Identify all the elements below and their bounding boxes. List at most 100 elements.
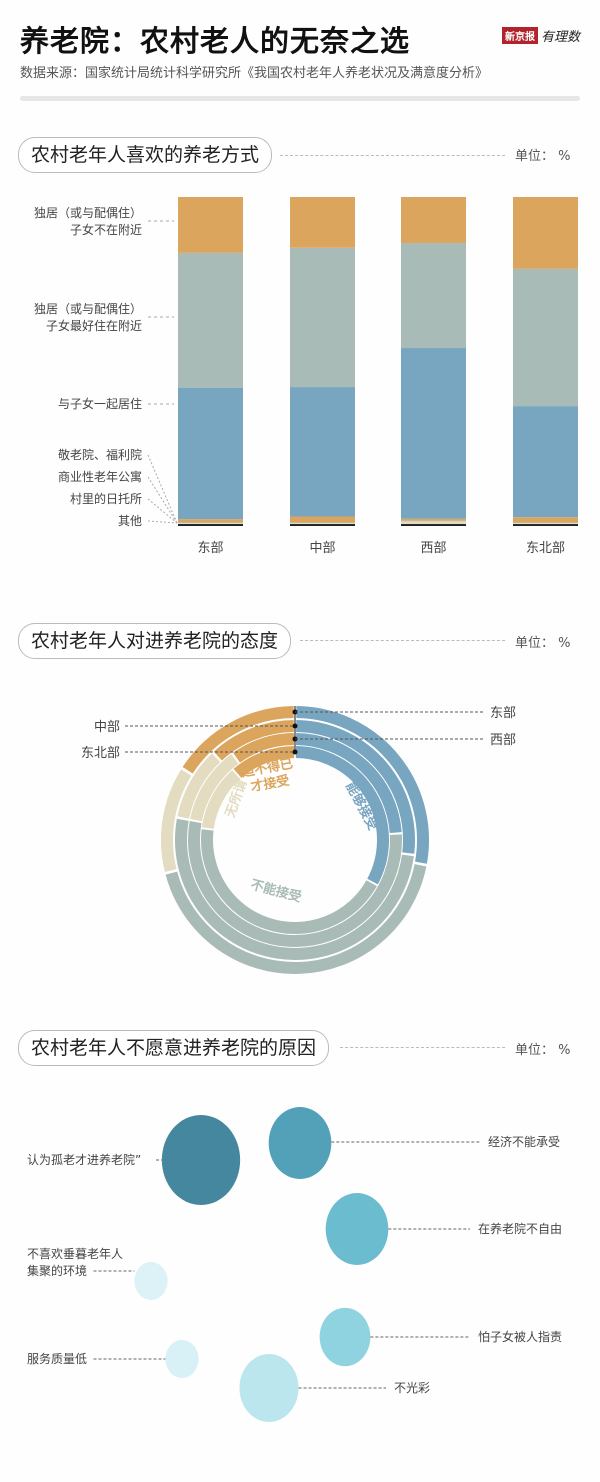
x-tick-label: 西部 bbox=[420, 541, 446, 556]
ring-segment bbox=[295, 746, 389, 885]
series-label: 敬老院、福利院 bbox=[58, 447, 142, 462]
bubble bbox=[268, 1107, 332, 1179]
ring-series-label: 东北部 bbox=[81, 746, 120, 761]
x-tick-label: 东部 bbox=[197, 541, 223, 556]
series-label: 独居（或与配偶住） bbox=[34, 302, 142, 316]
series-label: 子女最好住在附近 bbox=[46, 318, 142, 333]
section-title-ring-chart: 农村老年人对进养老院的态度 bbox=[18, 623, 292, 659]
ring-segment bbox=[188, 821, 402, 947]
bar-segment bbox=[513, 197, 578, 269]
series-label: 与子女一起居住 bbox=[58, 396, 142, 411]
data-source: 数据来源：国家统计局统计科学研究所《我国农村老年人养老状况及满意度分析》 bbox=[20, 66, 489, 81]
section-title-bubble-chart: 农村老年人不愿意进养老院的原因 bbox=[18, 1030, 330, 1066]
bar-segment bbox=[178, 523, 243, 525]
bubble-label: 不光彩 bbox=[394, 1381, 430, 1395]
ring-segment bbox=[233, 733, 295, 763]
bubble bbox=[165, 1339, 199, 1379]
bar-segment bbox=[178, 522, 243, 524]
ring-segment bbox=[295, 733, 402, 834]
bar-segment bbox=[290, 387, 355, 517]
ring-series-label: 中部 bbox=[94, 720, 120, 735]
bar-segment bbox=[178, 524, 243, 526]
ring-segment bbox=[233, 746, 295, 779]
bubble-label: 不喜欢垂暮老年人 bbox=[27, 1246, 123, 1261]
bubble-label: 经济不能承受 bbox=[488, 1134, 560, 1149]
bubble-label: 怕子女被人指责 bbox=[478, 1329, 562, 1344]
bubble bbox=[325, 1193, 389, 1265]
section-divider bbox=[300, 640, 505, 641]
bar-segment bbox=[401, 521, 466, 525]
bubble-label: 在养老院不自由 bbox=[478, 1221, 562, 1236]
bar-segment bbox=[401, 518, 466, 521]
ring-segment bbox=[201, 829, 377, 934]
bar-segment bbox=[513, 524, 578, 526]
bar-segment bbox=[290, 524, 355, 526]
bar-segment bbox=[401, 242, 466, 349]
series-label: 独居（或与配偶住） bbox=[34, 206, 142, 220]
page-title: 养老院：农村老人的无奈之选 bbox=[20, 24, 411, 58]
bubble-label: 集聚的环境 bbox=[27, 1263, 87, 1278]
bar-segment bbox=[513, 517, 578, 523]
bar-segment bbox=[513, 406, 578, 518]
section-divider bbox=[340, 1047, 505, 1048]
bar-segment bbox=[178, 387, 243, 520]
ring-series-label: 东部 bbox=[490, 706, 516, 721]
leader-line bbox=[147, 498, 178, 524]
bar-segment bbox=[290, 523, 355, 525]
bar-segment bbox=[290, 197, 355, 248]
bubble bbox=[239, 1354, 299, 1422]
bubble bbox=[319, 1307, 371, 1367]
section-title-bar-chart: 农村老年人喜欢的养老方式 bbox=[18, 137, 273, 173]
ring-segment bbox=[165, 864, 427, 974]
series-label: 其他 bbox=[118, 514, 142, 528]
ring-category-label: 不能接受 bbox=[249, 877, 303, 906]
bubble-label: 服务质量低 bbox=[27, 1351, 87, 1366]
bar-segment bbox=[401, 348, 466, 519]
unit-label: 单位： % bbox=[515, 636, 571, 651]
ring-segment bbox=[175, 818, 414, 960]
bar-segment bbox=[178, 252, 243, 388]
stacked-bar-chart: 东部 中部 西部 东北部独居（或与配偶住）子女不在附近独居（或与配偶住）子女最好住在附… bbox=[34, 197, 578, 556]
bar-segment bbox=[401, 524, 466, 526]
bar-segment bbox=[290, 522, 355, 524]
bubble-chart: 认为孤老才进养老院” 经济不能承受在养老院不自由不喜欢垂暮老年人集聚的环境怕子女被… bbox=[27, 1107, 562, 1422]
ring-segment bbox=[296, 706, 429, 864]
bubble bbox=[161, 1115, 241, 1205]
series-label: 村里的日托所 bbox=[70, 491, 142, 506]
bar-segment bbox=[513, 268, 578, 407]
logo-brand: 新京报 bbox=[502, 27, 538, 44]
divider bbox=[20, 96, 580, 101]
x-tick-label: 中部 bbox=[309, 541, 335, 556]
logo-column: 有理数 bbox=[541, 30, 581, 45]
leader-line bbox=[147, 520, 178, 524]
unit-label: 单位： % bbox=[515, 1043, 571, 1058]
series-label: 商业性老年公寓 bbox=[58, 469, 142, 484]
leader-line bbox=[147, 454, 178, 524]
bar-segment bbox=[178, 519, 243, 523]
ring-segment bbox=[190, 754, 239, 822]
bubble-label: 认为孤老才进养老院” bbox=[27, 1152, 141, 1167]
bar-segment bbox=[290, 247, 355, 388]
bar-segment bbox=[401, 520, 466, 522]
bar-segment bbox=[401, 197, 466, 243]
bar-segment bbox=[513, 523, 578, 525]
bar-segment bbox=[290, 516, 355, 523]
ring-category-label: 才接受 bbox=[249, 773, 290, 796]
logo: 新京报 有理数 bbox=[502, 26, 580, 45]
ring-series-label: 西部 bbox=[490, 733, 516, 748]
section-divider bbox=[280, 155, 505, 156]
series-label: 子女不在附近 bbox=[70, 222, 142, 237]
bar-segment bbox=[513, 522, 578, 524]
ring-segment bbox=[177, 753, 221, 819]
x-tick-label: 东北部 bbox=[526, 541, 565, 556]
bar-segment bbox=[178, 197, 243, 253]
ring-segment bbox=[296, 720, 415, 854]
ring-segment bbox=[201, 770, 241, 830]
leader-line bbox=[147, 476, 178, 524]
unit-label: 单位： % bbox=[515, 149, 571, 164]
ring-segment bbox=[161, 769, 192, 872]
ring-segment bbox=[182, 706, 294, 774]
bubble bbox=[134, 1261, 168, 1301]
